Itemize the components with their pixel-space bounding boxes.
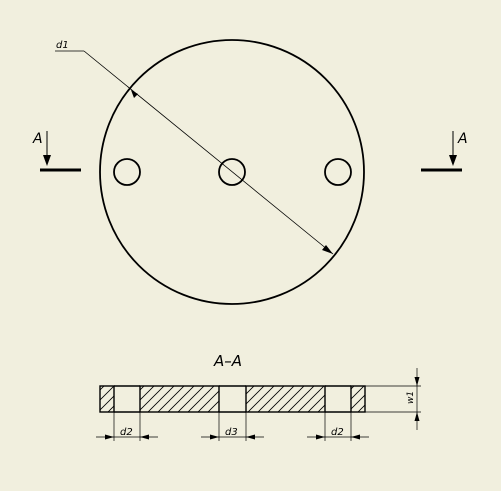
section-marker-right-label: A bbox=[457, 131, 468, 147]
diameter-label: d1 bbox=[56, 40, 69, 51]
dimension-hole-right: d2 bbox=[307, 412, 369, 441]
section-marker-left-label: A bbox=[32, 131, 43, 147]
hole-right bbox=[324, 158, 352, 186]
plate-outline bbox=[99, 39, 365, 305]
section-title: A–A bbox=[213, 352, 242, 370]
section-solid-3 bbox=[245, 385, 326, 413]
diameter-dimension: d1 bbox=[55, 40, 334, 255]
dimension-thickness: w1 bbox=[365, 368, 421, 430]
section-marker-right: A bbox=[421, 131, 468, 172]
dimension-thickness-label: w1 bbox=[406, 391, 416, 404]
top-view: d1 bbox=[55, 39, 365, 305]
hole-center bbox=[218, 158, 246, 186]
section-solid-2 bbox=[139, 385, 220, 413]
dimension-hole-center-label: d3 bbox=[225, 427, 238, 438]
section-marker-left: A bbox=[32, 131, 81, 172]
section-view bbox=[99, 385, 366, 413]
dimension-hole-left: d2 bbox=[96, 412, 158, 441]
section-solid-4 bbox=[350, 385, 366, 413]
dimension-hole-center: d3 bbox=[201, 412, 264, 441]
hole-left bbox=[113, 158, 141, 186]
dimension-hole-right-label: d2 bbox=[331, 427, 344, 438]
dimension-hole-left-label: d2 bbox=[120, 427, 133, 438]
section-solid-1 bbox=[99, 385, 115, 413]
